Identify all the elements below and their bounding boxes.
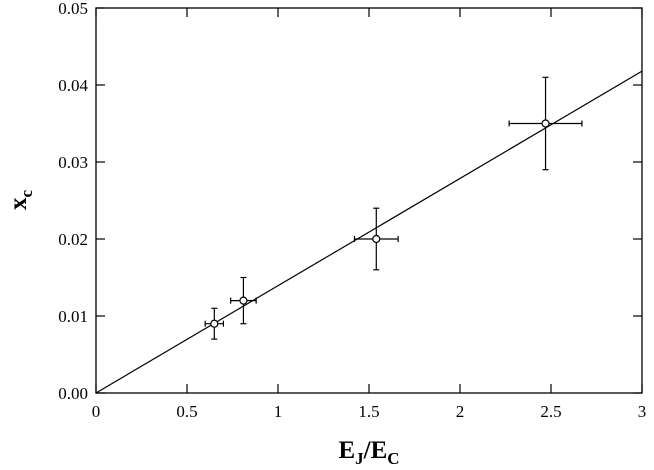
x-axis-title-slash: / [363, 437, 372, 464]
y-tick-label: 0.05 [58, 0, 88, 18]
plot-frame [95, 7, 643, 394]
x-tick-label: 0 [92, 402, 101, 421]
x-axis-title: EJ/EC [338, 437, 399, 468]
y-tick-label: 0.01 [58, 307, 88, 326]
y-tick-label: 0.00 [58, 384, 88, 403]
data-points [204, 76, 583, 340]
x-tick-label: 2.5 [540, 402, 561, 421]
fit-line-group [95, 70, 643, 394]
data-point [239, 296, 248, 305]
x-axis-title-sub1: J [355, 449, 364, 468]
x-tick-label: 3 [638, 402, 647, 421]
x-tick-label: 0.5 [176, 402, 197, 421]
x-axis-title-main2: E [371, 437, 388, 464]
y-axis-title-sub: c [17, 190, 36, 198]
y-tick-label: 0.02 [58, 230, 88, 249]
x-axis-title-sub2: C [387, 449, 399, 468]
x-tick-label: 1.5 [358, 402, 379, 421]
y-tick-label: 0.04 [58, 76, 88, 95]
x-axis: 0 0.5 1 1.5 2 2.5 3 [92, 8, 647, 421]
fit-line [95, 70, 643, 394]
y-axis-title-main: x [5, 197, 32, 210]
data-point [210, 319, 219, 328]
data-point [372, 234, 381, 244]
data-point [541, 119, 550, 128]
y-axis-title: xc [5, 190, 36, 211]
x-tick-label: 1 [274, 402, 283, 421]
x-tick-label: 2 [456, 402, 465, 421]
y-tick-label: 0.03 [58, 153, 88, 172]
y-axis: 0.00 0.01 0.02 0.03 0.04 0.05 [58, 0, 642, 403]
x-axis-title-main: E [338, 437, 355, 464]
